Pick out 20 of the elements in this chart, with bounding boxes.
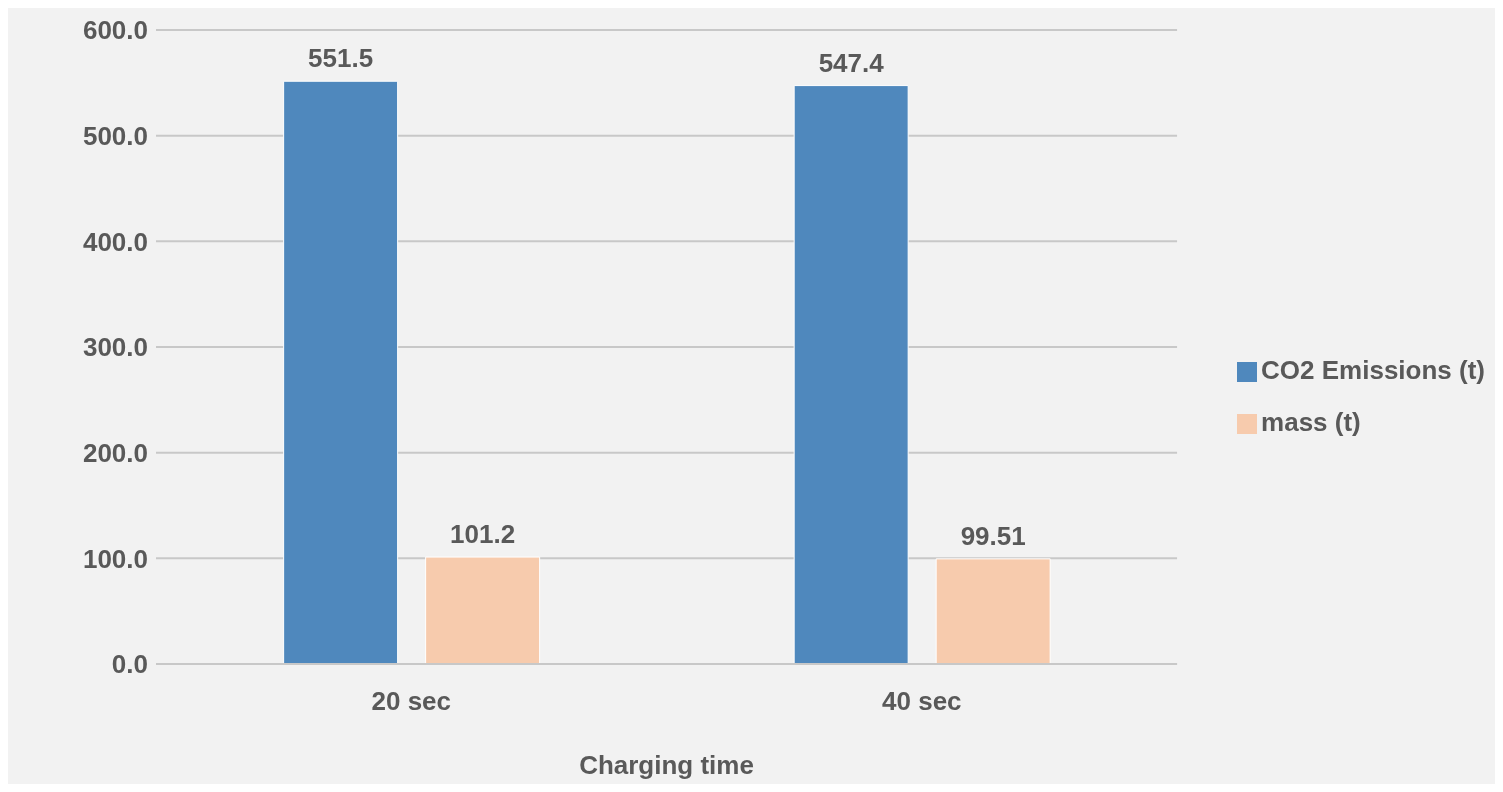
x-tick-label: 40 sec bbox=[882, 686, 962, 717]
x-axis-title: Charging time bbox=[579, 750, 754, 780]
bar bbox=[935, 558, 1051, 664]
y-tick-label: 400.0 bbox=[82, 226, 148, 257]
data-label: 547.4 bbox=[818, 47, 885, 78]
y-tick-label: 0.0 bbox=[111, 649, 148, 680]
bar bbox=[283, 80, 399, 664]
bar bbox=[425, 556, 541, 664]
data-label: 99.51 bbox=[960, 520, 1026, 551]
data-label: 101.2 bbox=[450, 519, 516, 550]
data-label: 551.5 bbox=[308, 43, 374, 74]
y-tick-label: 200.0 bbox=[82, 437, 148, 468]
y-tick-label: 300.0 bbox=[82, 332, 148, 363]
y-tick-label: 500.0 bbox=[82, 120, 148, 151]
x-tick-label: 20 sec bbox=[371, 686, 452, 717]
bar bbox=[793, 85, 909, 664]
y-tick-label: 600.0 bbox=[82, 15, 148, 46]
y-tick-label: 100.0 bbox=[82, 543, 148, 574]
legend-label: mass (t) bbox=[1261, 407, 1361, 437]
legend-label: CO2 Emissions (t) bbox=[1261, 355, 1485, 385]
